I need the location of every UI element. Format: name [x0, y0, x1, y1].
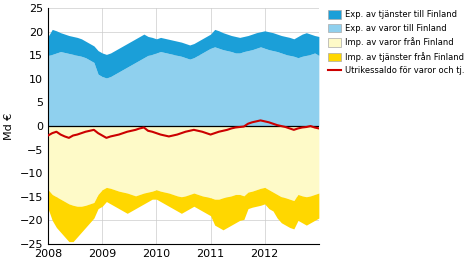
Y-axis label: Md €: Md €	[4, 113, 14, 140]
Legend: Exp. av tjänster till Finland, Exp. av varor till Finland, Imp. av varor från Fi: Exp. av tjänster till Finland, Exp. av v…	[326, 8, 467, 78]
